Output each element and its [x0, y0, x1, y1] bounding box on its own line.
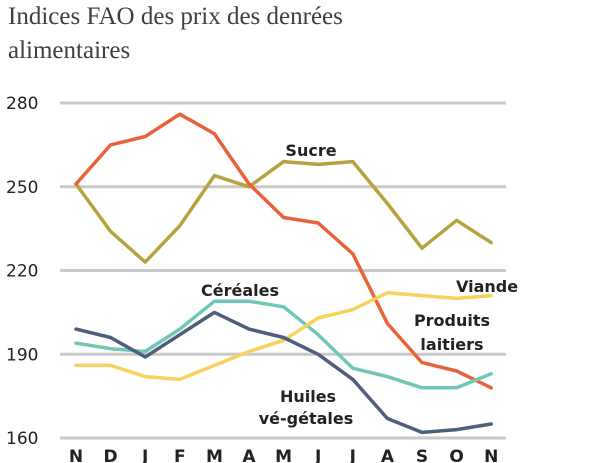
series-line-3	[74, 291, 493, 382]
y-tick-label: 220	[6, 262, 38, 282]
series-label: Produits	[414, 311, 490, 330]
series-lines	[74, 112, 493, 435]
x-tick-label: D	[104, 447, 118, 463]
x-tick-label: J	[349, 447, 356, 463]
chart-title: Indices FAO des prix des denrées aliment…	[8, 0, 388, 68]
x-tick-label: N	[69, 447, 83, 463]
series-line-1	[74, 112, 493, 390]
series-label: vé-gétales	[259, 409, 354, 428]
x-tick-label: M	[206, 447, 223, 463]
x-tick-label: F	[174, 447, 186, 463]
y-axis-ticks: 280 250 220 190 160	[6, 94, 38, 449]
series-label: Céréales	[201, 281, 279, 300]
x-tick-label: A	[381, 447, 395, 463]
x-tick-label: O	[449, 447, 463, 463]
series-label: laitiers	[420, 335, 483, 354]
chart-title-line-1: Indices FAO des prix des denrées	[8, 3, 343, 30]
x-tick-label: M	[275, 447, 292, 463]
gridlines	[60, 101, 506, 440]
x-tick-label: S	[416, 447, 428, 463]
series-line-4	[74, 310, 493, 435]
x-tick-label: N	[484, 447, 498, 463]
y-tick-label: 280	[6, 94, 38, 114]
x-tick-label: J	[141, 447, 148, 463]
series-labels: Sucre Céréales Viande Produits laitiers Huile…	[201, 141, 518, 428]
series-line-0	[74, 159, 493, 264]
x-tick-label: A	[242, 447, 256, 463]
x-tick-label: J	[314, 447, 321, 463]
series-label: Sucre	[285, 141, 336, 160]
chart-title-line-2: alimentaires	[8, 37, 131, 64]
series-label: Huiles	[280, 387, 336, 406]
y-tick-label: 250	[6, 178, 38, 198]
y-tick-label: 190	[6, 345, 38, 365]
series-label: Viande	[456, 277, 518, 296]
y-tick-label: 160	[6, 429, 38, 449]
series-line-2	[74, 299, 493, 390]
